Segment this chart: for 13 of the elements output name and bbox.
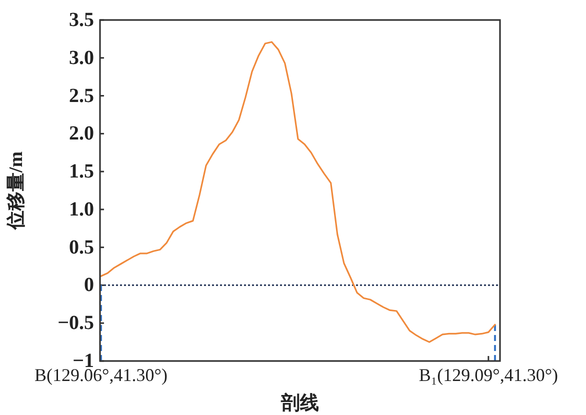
x-axis-title: 剖线 bbox=[280, 392, 319, 414]
y-axis-title: 位移量/m bbox=[6, 151, 27, 231]
y-tick-label: 0 bbox=[84, 274, 94, 296]
y-tick-label: −0.5 bbox=[58, 312, 94, 334]
y-tick-label: 2.0 bbox=[69, 122, 94, 145]
x-tick-label: B₁(129.09°,41.30°) bbox=[418, 365, 558, 385]
y-tick-label: 3.0 bbox=[69, 46, 94, 69]
y-tick-label: 0.5 bbox=[69, 236, 94, 258]
y-tick-label: 1.5 bbox=[69, 160, 94, 183]
line-series bbox=[100, 41, 496, 343]
y-tick-label: 3.5 bbox=[69, 9, 94, 31]
y-tick-label: 2.5 bbox=[69, 84, 94, 107]
y-tick-label: 1.0 bbox=[69, 198, 94, 220]
